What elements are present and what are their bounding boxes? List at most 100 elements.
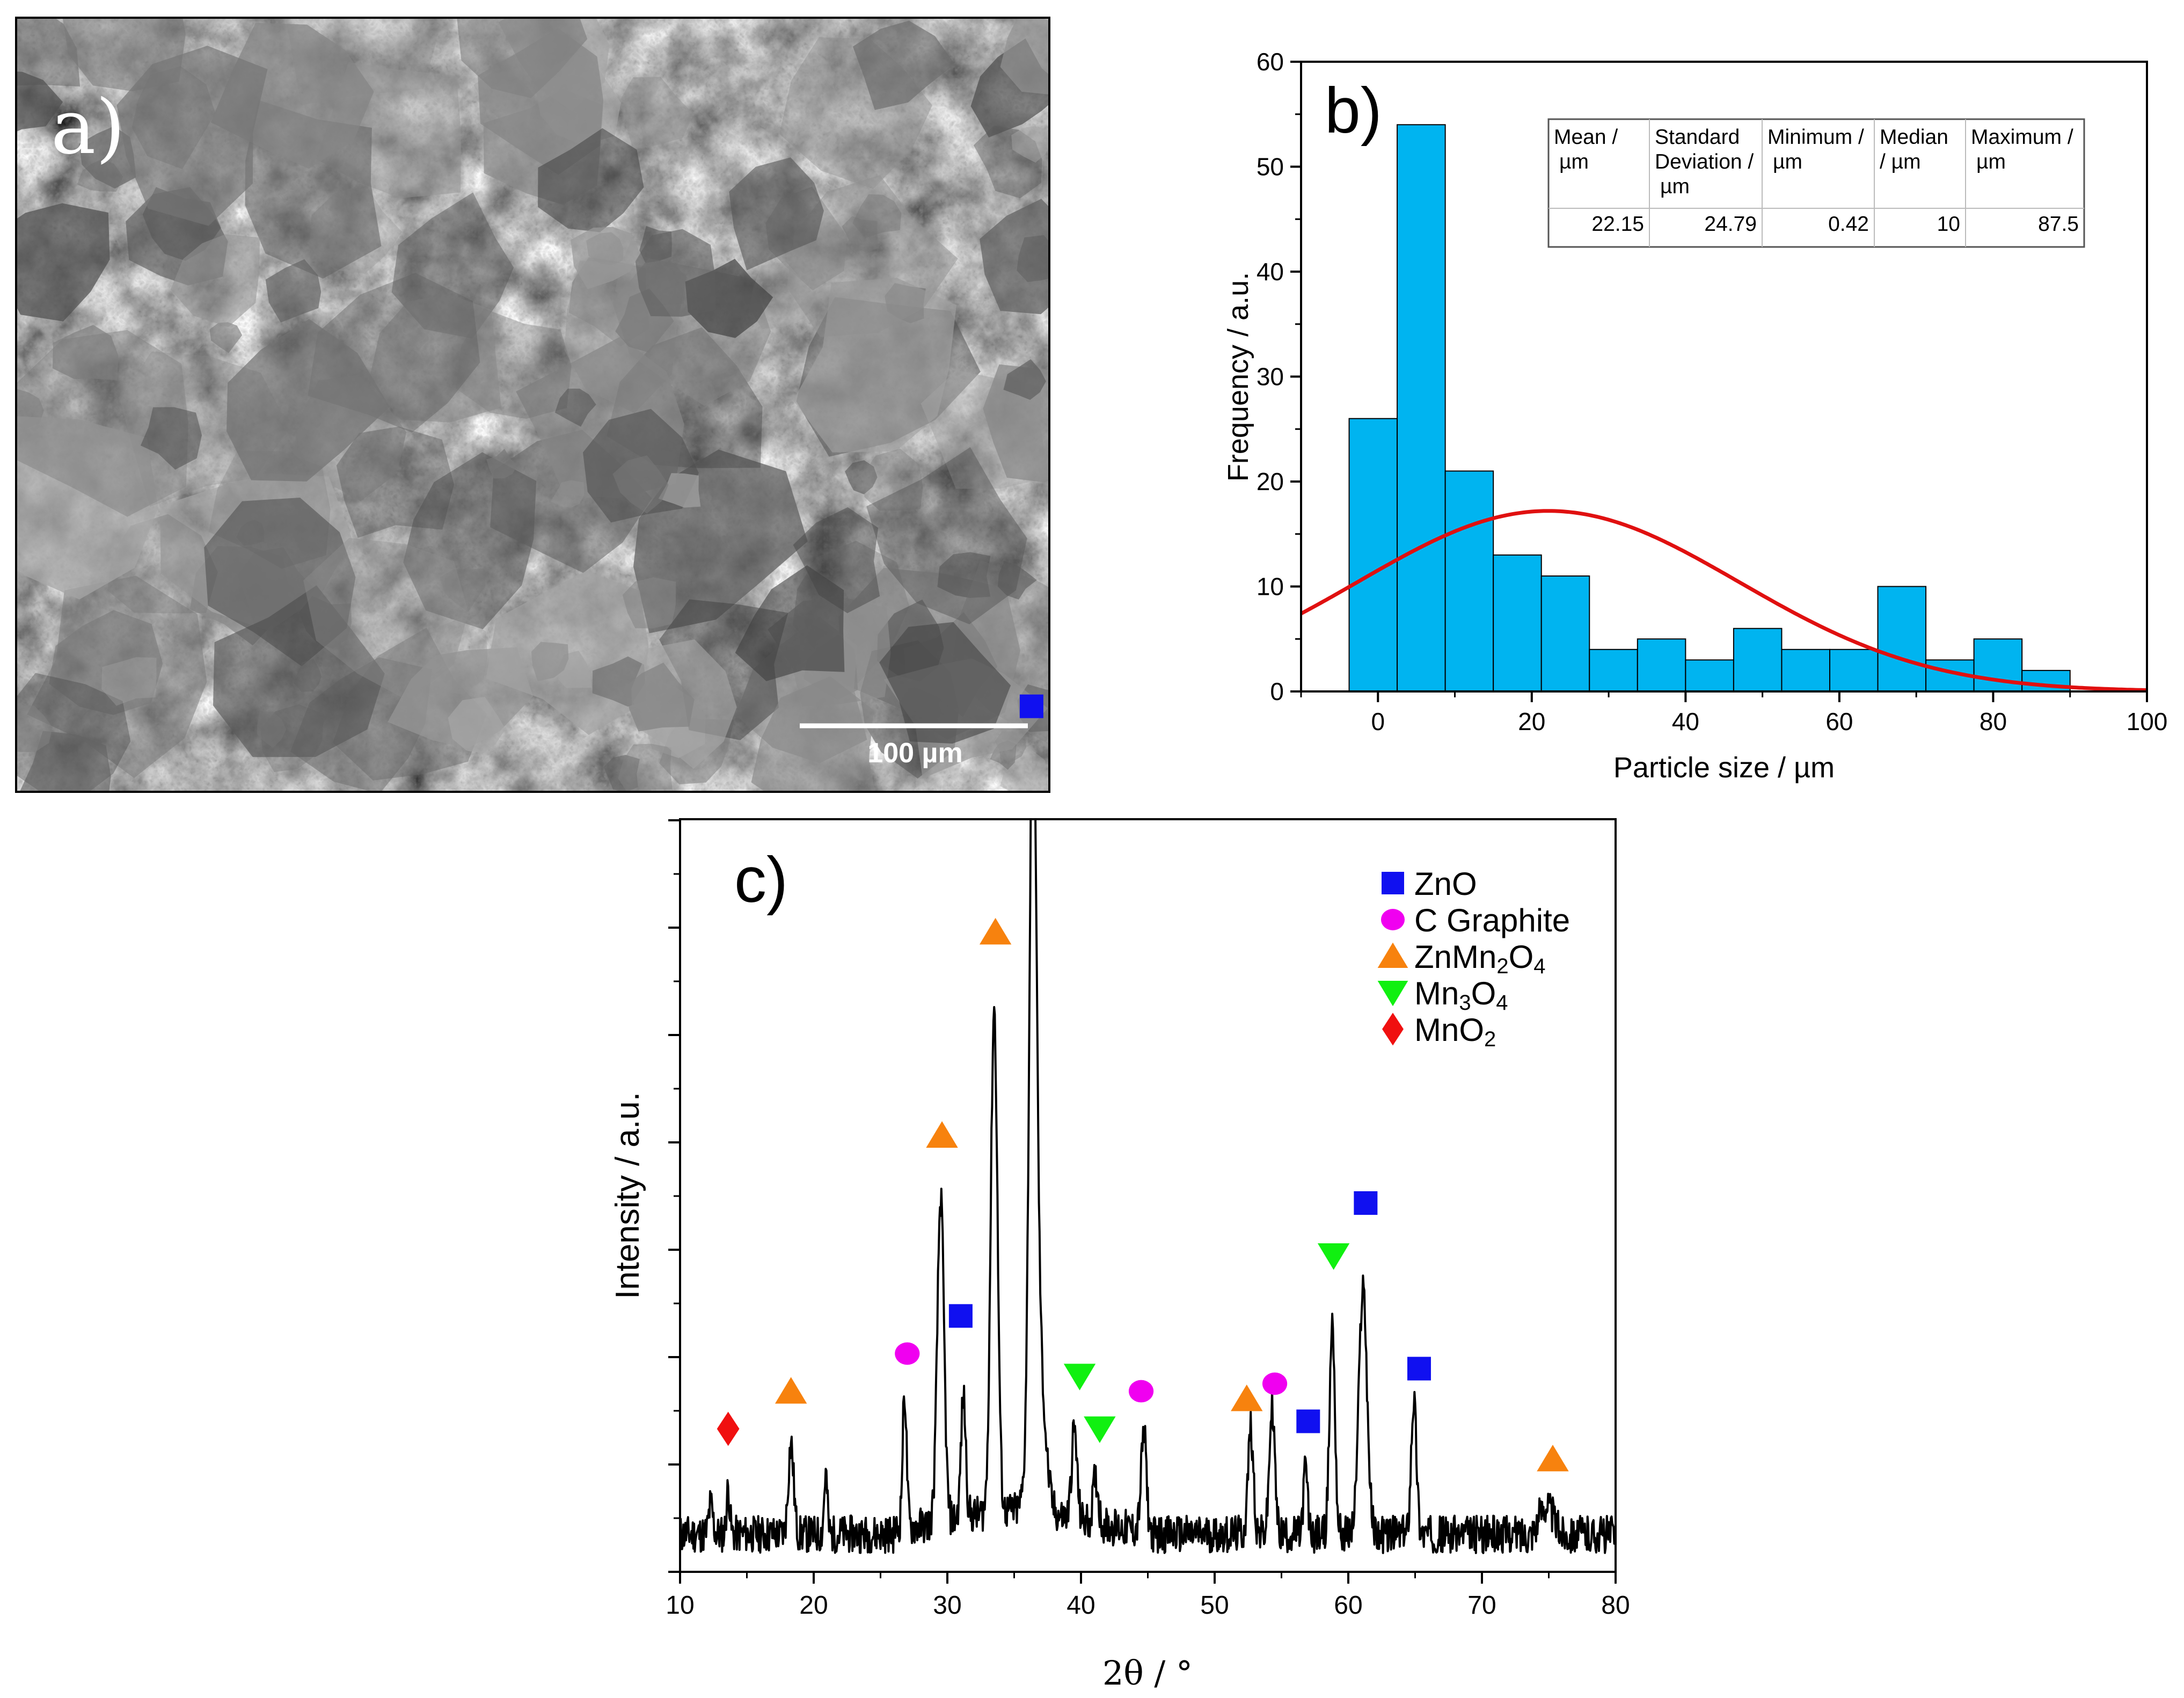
sem-particle	[486, 449, 517, 479]
x-tick-label: 10	[666, 1591, 694, 1620]
stats-table-box	[1547, 118, 2085, 248]
stats-header-text: µm	[1559, 150, 1589, 173]
sem-particle	[16, 416, 158, 600]
legend-text: ZnMn	[1414, 939, 1496, 975]
sem-particle	[16, 704, 53, 753]
sem-particle	[751, 676, 875, 792]
sem-particle	[997, 560, 1037, 600]
sem-particle	[787, 175, 958, 337]
sem-particle	[729, 157, 824, 271]
sem-particle	[1000, 18, 1049, 95]
graphite-marker	[1380, 909, 1405, 930]
sem-particle	[170, 234, 260, 327]
legend-subscript: 4	[1533, 954, 1545, 978]
sem-particle	[27, 575, 207, 778]
sem-particle	[980, 199, 1049, 315]
legend-subscript: 3	[1459, 991, 1471, 1015]
sem-particle	[101, 657, 157, 706]
mn3o4-marker	[1084, 1416, 1116, 1444]
sem-particle	[554, 388, 596, 427]
sem-particle	[749, 262, 816, 329]
legend-subscript: 2	[1484, 1027, 1496, 1051]
histogram-bar	[1877, 586, 1927, 691]
zno-marker	[948, 1304, 973, 1328]
sem-particle	[852, 194, 902, 238]
xrd-ticks: 10 20 30 40 50 60 70 80	[666, 819, 1630, 1620]
sem-particle	[1003, 359, 1046, 400]
histogram-bar	[1540, 575, 1590, 691]
histogram-x-axis-label: Particle size / µm	[1613, 752, 1835, 784]
panel-a-label: a)	[51, 84, 125, 171]
mn3o4-marker	[1063, 1364, 1096, 1390]
sem-particle	[293, 659, 322, 692]
sem-particle	[619, 77, 693, 150]
stats-value: 87.5	[2038, 213, 2079, 236]
xrd-x-axis-label: 2θ / °	[1102, 1653, 1193, 1693]
stats-header-text: Median	[1880, 126, 1948, 149]
y-tick-label: 30	[1257, 363, 1284, 391]
panel-b-label: b)	[1325, 75, 1382, 147]
znmn2o4-marker	[775, 1377, 807, 1404]
stats-value: 24.79	[1704, 213, 1757, 236]
sem-particle	[879, 622, 1011, 744]
legend-subscript: 4	[1496, 991, 1508, 1015]
histogram-bar	[1444, 470, 1494, 691]
normal-fit-curve	[1301, 509, 2147, 691]
sem-particle	[852, 20, 955, 110]
stats-header-text: µm	[1773, 150, 1802, 173]
xrd-phase-markers	[717, 694, 1569, 1471]
sem-particle	[16, 18, 81, 87]
sem-particle	[421, 616, 488, 695]
stats-value: 22.15	[1591, 213, 1644, 236]
legend-text: C Graphite	[1414, 902, 1570, 938]
sem-particle	[618, 744, 673, 792]
sem-particle	[635, 229, 716, 317]
sem-particle	[448, 697, 506, 753]
stats-value: 10	[1937, 213, 1960, 236]
x-tick-label: 20	[1518, 708, 1545, 735]
stats-header-text: / µm	[1880, 150, 1921, 173]
x-tick-label: 50	[1200, 1591, 1229, 1620]
x-tick-label: 30	[933, 1591, 961, 1620]
y-tick-label: 60	[1257, 48, 1284, 76]
legend-text: ZnO	[1414, 866, 1477, 902]
sem-particle	[16, 203, 110, 322]
sem-particle	[478, 28, 604, 175]
stats-header-text: Maximum /	[1971, 126, 2073, 149]
legend-subscript: 2	[1496, 954, 1508, 978]
mn3o4-marker	[1317, 1243, 1350, 1270]
stats-header-text: µm	[1976, 150, 2006, 173]
stats-header-text: Standard	[1655, 126, 1740, 149]
y-tick-label: 10	[1257, 573, 1284, 601]
sem-particle	[52, 325, 119, 380]
sem-particle	[550, 480, 585, 508]
sem-particle	[227, 319, 390, 482]
histogram-bars	[1348, 124, 2071, 691]
sem-particle	[1000, 749, 1049, 792]
sem-particle	[866, 447, 1027, 624]
histogram-bar	[1493, 554, 1542, 691]
sem-particle	[79, 126, 136, 189]
zno-marker	[1407, 1357, 1431, 1381]
stats-header-text: Deviation /	[1655, 150, 1754, 173]
x-tick-label: 70	[1467, 1591, 1496, 1620]
histogram-y-axis-label: Frequency / a.u.	[1222, 272, 1254, 482]
histogram-bar	[1781, 648, 1831, 691]
histogram-bar	[1829, 648, 1879, 691]
znmn2o4-marker	[979, 917, 1012, 945]
sem-particle	[622, 577, 676, 629]
sem-particle	[862, 448, 923, 511]
sem-particle	[403, 452, 537, 630]
legend-label: Mn3O4	[1414, 975, 1508, 1015]
x-tick-label: 60	[1334, 1591, 1362, 1620]
legend-text: O	[1509, 939, 1534, 975]
histogram-ticks: 0 20 40 60 80 100 0 10 20 30 40 50 60	[1257, 48, 2168, 735]
sem-particle	[658, 473, 701, 508]
sem-particle	[624, 662, 695, 732]
panel-c-label: c)	[734, 844, 788, 916]
